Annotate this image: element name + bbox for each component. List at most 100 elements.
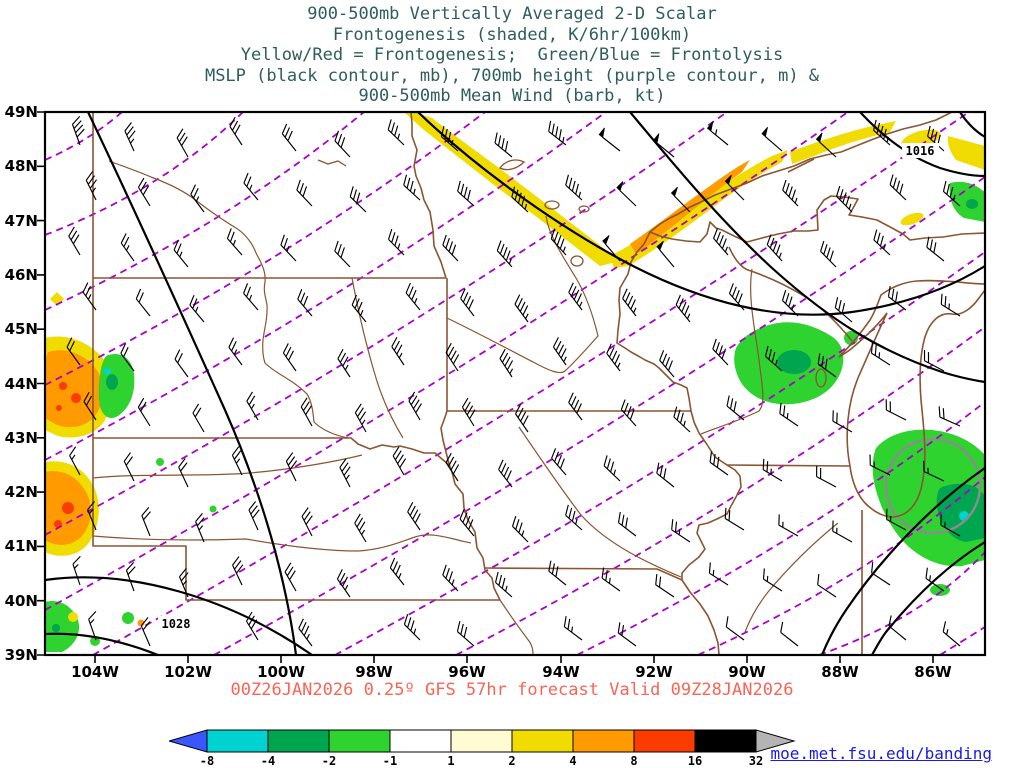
wind-barb <box>83 391 97 421</box>
wind-barb <box>670 186 691 213</box>
mslp-label-1016: 1016 <box>906 144 935 158</box>
wind-barb <box>178 458 189 488</box>
wind-barb <box>617 511 637 537</box>
height-contour-line <box>46 113 849 611</box>
wind-barb <box>231 446 243 476</box>
isobar <box>46 576 313 654</box>
wind-barb <box>514 294 529 323</box>
wind-barb <box>68 226 81 256</box>
wind-barb <box>708 562 729 586</box>
wind-barb <box>120 233 135 262</box>
wind-barb <box>334 130 351 158</box>
wind-barb <box>337 348 351 378</box>
height-contour-line <box>819 551 984 654</box>
wind-barb <box>563 616 583 641</box>
wind-barb <box>445 342 460 372</box>
wind-barb <box>836 185 853 213</box>
y-axis-label: 40N <box>5 592 38 610</box>
title-line-5: 900-500mb Mean Wind (barb, kt) <box>358 86 666 106</box>
shade-patch <box>790 121 896 164</box>
wind-barb <box>724 174 745 201</box>
colorbar-scale: -8 -4 -2 -1 1 2 4 8 16 32 <box>167 729 796 768</box>
wind-barb <box>460 288 475 317</box>
x-axis-label: 90W <box>728 663 766 681</box>
shade-patch <box>966 199 978 209</box>
border-segment <box>410 113 447 279</box>
wind-barb <box>925 567 945 592</box>
height-contour-line <box>46 113 607 461</box>
colorbar-tick-label: 8 <box>630 754 637 768</box>
colorbar-arrow-right <box>755 729 796 753</box>
mslp-label-1028: 1028 <box>162 617 191 631</box>
colorbar-segment <box>450 729 513 753</box>
y-axis-label: 41N <box>5 537 38 555</box>
analysis-ring <box>884 437 982 535</box>
wind-barb <box>548 120 567 146</box>
wind-barb <box>781 289 799 317</box>
height-contour-line <box>92 113 970 654</box>
shade-patch <box>59 382 67 390</box>
wind-barb <box>296 179 313 207</box>
shade-patch <box>122 612 134 624</box>
colorbar-tick-label: 4 <box>569 754 576 768</box>
wind-barb <box>248 501 260 531</box>
label-halo <box>158 616 195 631</box>
height-contour-line <box>46 113 244 236</box>
x-axis-label: 100W <box>257 663 305 681</box>
banding-link[interactable]: moe.met.fsu.edu/banding <box>770 744 992 763</box>
wind-barb <box>761 126 783 152</box>
title-line-2: Frontogenesis (shaded, K/6hr/100km) <box>332 24 692 45</box>
shade-patch <box>103 367 111 375</box>
x-axis: 104W 102W 100W 98W 96W 94W 92W 90W 88W 8… <box>71 663 952 681</box>
shade-patch <box>62 502 74 514</box>
wind-barb <box>300 397 313 427</box>
wind-barb <box>195 513 205 543</box>
river <box>499 599 534 654</box>
wind-barb <box>923 460 945 482</box>
border-segment <box>483 567 683 581</box>
wind-barb <box>442 564 459 592</box>
map-content: 1016 1028 <box>46 113 984 654</box>
wind-barb <box>617 622 637 647</box>
wind-barb <box>602 235 621 262</box>
wind-barb <box>141 507 151 537</box>
shade-patch <box>930 584 950 596</box>
wind-barb <box>403 614 421 641</box>
colorbar-segment <box>206 729 269 753</box>
wind-barb <box>459 508 475 537</box>
wind-barb <box>246 391 259 421</box>
height-contour-line <box>46 113 123 161</box>
x-axis-label: 94W <box>542 663 580 681</box>
wind-barb <box>512 515 529 543</box>
colorbar-segment <box>389 729 452 753</box>
wind-barb <box>942 180 961 207</box>
wind-barb <box>405 282 421 311</box>
y-axis-label: 45N <box>5 320 38 338</box>
wind-barb <box>69 446 81 476</box>
river <box>92 534 472 552</box>
contour-labels: 1016 1028 <box>158 143 939 631</box>
border-segment <box>846 312 888 467</box>
lake <box>499 159 526 171</box>
shade-patch <box>777 350 811 374</box>
y-axis-label: 42N <box>5 483 38 501</box>
axis-ticks-left <box>37 111 45 656</box>
wind-barb <box>243 172 259 201</box>
border-segment <box>616 231 742 654</box>
colorbar-tick-label: -4 <box>261 754 275 768</box>
wind-barb <box>226 228 243 256</box>
wind-barb <box>174 349 189 378</box>
colorbar-segment <box>511 729 574 753</box>
wind-barb <box>712 338 729 366</box>
shade-patch <box>71 393 81 403</box>
river <box>108 160 350 439</box>
wind-barb <box>726 395 745 421</box>
wind-barb <box>351 294 367 323</box>
wind-barb <box>71 115 85 146</box>
wind-barb <box>923 350 945 372</box>
colorbar-arrow-left <box>167 729 208 753</box>
axis-ticks-bottom <box>94 655 934 663</box>
wind-barb <box>832 410 853 433</box>
river <box>744 522 839 633</box>
wind-barb <box>282 343 297 372</box>
